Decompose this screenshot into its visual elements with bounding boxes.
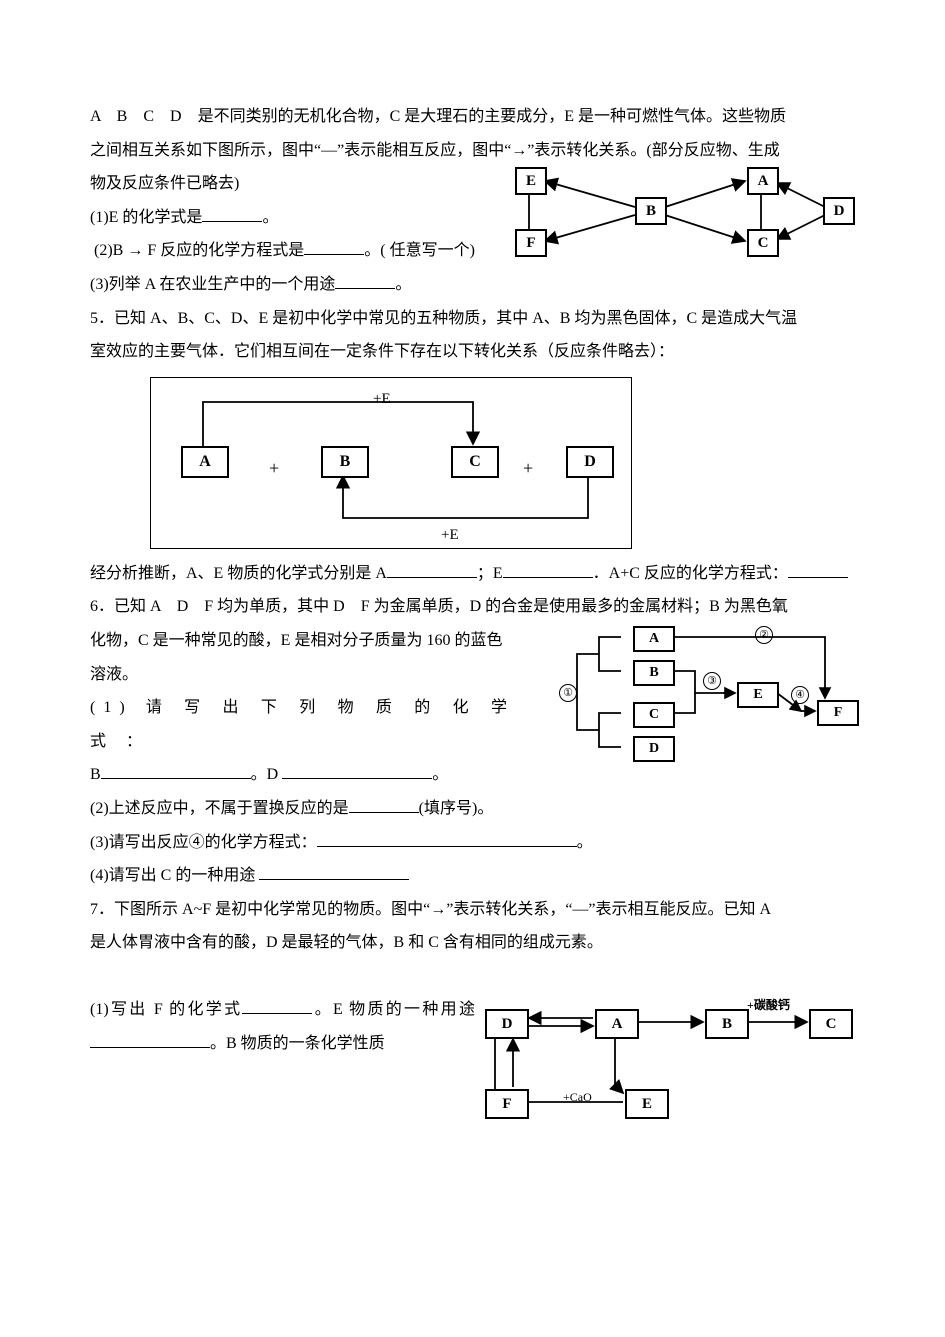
q7-intro-line1: 7．下图所示 A~F 是初中化学常见的物质。图中“→”表示转化关系，“—”表示相… <box>90 893 855 927</box>
q6-intro-line1: 6．已知 A D F 均为单质，其中 D F 为金属单质，D 的合金是使用最多的… <box>90 590 855 624</box>
q6-p1-text-a: (1) 请 写 出 下 列 物 质 的 化 学 式 ： <box>90 699 515 750</box>
q4-part3: (3)列举 A 在农业生产中的一个用途 。 <box>90 268 855 302</box>
q5-plus-AB: + <box>269 450 279 488</box>
q6-p2-text-b: (填序号)。 <box>419 800 494 817</box>
q7-p1-text-b: 。E 物质的一种用途 <box>312 1001 475 1018</box>
q6-p3-text-b: 。 <box>577 834 593 851</box>
q6-part2: (2)上述反应中，不属于置换反应的是 (填序号)。 <box>90 792 855 826</box>
q6-node-F: F <box>817 700 859 726</box>
q4-intro-line2: 之间相互关系如下图所示，图中“—”表示能相互反应，图中“→”表示转化关系。(部分… <box>90 134 855 168</box>
q7-diagram: D A B C F E +碳酸钙 +CaO <box>485 993 855 1123</box>
q7-node-E: E <box>625 1089 669 1119</box>
q4-p3-blank <box>335 272 395 289</box>
q7-number: 7． <box>90 901 114 918</box>
q4-p2-blank <box>304 238 364 255</box>
q6-p2-blank <box>349 796 419 813</box>
q6-p1-text-b: B <box>90 766 101 783</box>
q6-diagram: A B C D E F ① ② ③ ④ <box>525 624 855 774</box>
q6-node-C: C <box>633 702 675 728</box>
q4-node-D: D <box>823 197 855 225</box>
q5-ans-b: ；E <box>477 565 503 582</box>
q6-node-A: A <box>633 626 675 652</box>
q4-p1-text-b: 。 <box>262 209 278 226</box>
q4-node-A: A <box>747 167 779 195</box>
q6-node-E: E <box>737 682 779 708</box>
q6-p3-blank <box>317 830 577 847</box>
q5-blank-E <box>503 561 593 578</box>
q7-node-C: C <box>809 1009 853 1039</box>
q5-number: 5． <box>90 310 114 327</box>
q7-node-A: A <box>595 1009 639 1039</box>
q6-p1-text-c: 。D <box>251 766 279 783</box>
q4-p1-text-a: (1)E 的化学式是 <box>90 209 202 226</box>
q7-node-F: F <box>485 1089 529 1119</box>
q6-p1-blank-B <box>101 762 251 779</box>
q7-node-D: D <box>485 1009 529 1039</box>
q5-node-C: C <box>451 446 499 478</box>
q6-p1-blank-D <box>282 762 432 779</box>
q6-p3-text-a: (3)请写出反应④的化学方程式： <box>90 834 317 851</box>
q6-p2-text-a: (2)上述反应中，不属于置换反应的是 <box>90 800 349 817</box>
q6-node-B: B <box>633 660 675 686</box>
q5-plus-CD: + <box>523 450 533 488</box>
q7-spacer <box>90 960 855 994</box>
q6-label-4: ④ <box>791 686 809 704</box>
q6-p4-text-a: (4)请写出 C 的一种用途 <box>90 867 255 884</box>
q7-node-B: B <box>705 1009 749 1039</box>
q6-node-D: D <box>633 736 675 762</box>
q7-p1-text-c: 。B 物质的一条化学性质 <box>210 1035 385 1052</box>
q5-ans-c: ．A+C 反应的化学方程式： <box>593 565 788 582</box>
q5-node-A: A <box>181 446 229 478</box>
q6-p4-blank <box>259 863 409 880</box>
q6-p1-text-d: 。 <box>432 766 448 783</box>
q5-diagram: A B C D + + +E +E <box>150 377 632 549</box>
q6-label-3: ③ <box>703 672 721 690</box>
q4-node-F: F <box>515 229 547 257</box>
q5-intro1-text: 已知 A、B、C、D、E 是初中化学中常见的五种物质，其中 A、B 均为黑色固体… <box>114 310 797 327</box>
q7-p1-text-a: (1)写出 F 的化学式 <box>90 1001 242 1018</box>
q5-label-top-E: +E <box>373 384 391 416</box>
q5-answer-line: 经分析推断，A、E 物质的化学式分别是 A ；E ．A+C 反应的化学方程式： <box>90 557 855 591</box>
q6-intro1-text: 已知 A D F 均为单质，其中 D F 为金属单质，D 的合金是使用最多的金属… <box>114 598 788 615</box>
q6-label-1: ① <box>559 684 577 702</box>
q4-p2-text-b: 。( 任意写一个) <box>364 242 475 259</box>
q7-label-top: +碳酸钙 <box>747 993 790 1018</box>
q5-node-D: D <box>566 446 614 478</box>
q6-part3: (3)请写出反应④的化学方程式： 。 <box>90 826 855 860</box>
q7-intro1-text: 下图所示 A~F 是初中化学常见的物质。图中“→”表示转化关系，“—”表示相互能… <box>114 901 771 918</box>
q4-diagram: E F B A C D <box>515 167 855 267</box>
q5-intro-line1: 5．已知 A、B、C、D、E 是初中化学中常见的五种物质，其中 A、B 均为黑色… <box>90 302 855 336</box>
page: A B C D 是不同类别的无机化合物，C 是大理石的主要成分，E 是一种可燃性… <box>0 0 945 1163</box>
q6-label-2: ② <box>755 626 773 644</box>
q4-intro-line1: A B C D 是不同类别的无机化合物，C 是大理石的主要成分，E 是一种可燃性… <box>90 100 855 134</box>
q4-p1-blank <box>202 205 262 222</box>
q5-label-bottom-E: +E <box>441 520 459 552</box>
q7-p1-blank-F <box>242 997 312 1014</box>
q7-p1-blank-E <box>90 1031 210 1048</box>
q5-blank-A <box>387 561 477 578</box>
q7-intro-line2: 是人体胃液中含有的酸，D 是最轻的气体，B 和 C 含有相同的组成元素。 <box>90 926 855 960</box>
q7-label-mid: +CaO <box>563 1085 592 1110</box>
q4-node-B: B <box>635 197 667 225</box>
q6-number: 6． <box>90 598 114 615</box>
q4-node-E: E <box>515 167 547 195</box>
q4-node-C: C <box>747 229 779 257</box>
q5-blank-eq <box>788 561 848 578</box>
q6-part4: (4)请写出 C 的一种用途 <box>90 859 855 893</box>
q4-p3-text-a: (3)列举 A 在农业生产中的一个用途 <box>90 276 335 293</box>
q5-ans-a: 经分析推断，A、E 物质的化学式分别是 A <box>90 565 387 582</box>
q5-intro-line2: 室效应的主要气体．它们相互间在一定条件下存在以下转化关系（反应条件略去）： <box>90 335 855 369</box>
q4-p2-text-a: (2)B → F 反应的化学方程式是 <box>94 242 304 259</box>
q4-p3-text-b: 。 <box>395 276 411 293</box>
q5-node-B: B <box>321 446 369 478</box>
